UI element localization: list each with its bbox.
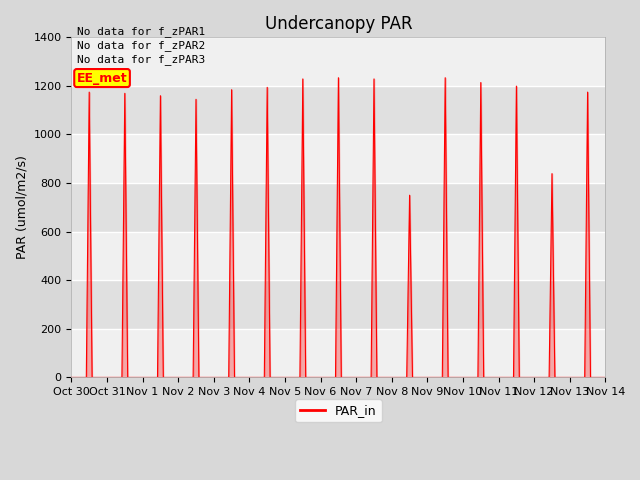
Text: No data for f_zPAR1: No data for f_zPAR1	[77, 25, 205, 36]
Title: Undercanopy PAR: Undercanopy PAR	[264, 15, 412, 33]
Bar	[72, 183, 605, 232]
Bar	[72, 329, 605, 377]
Bar	[72, 134, 605, 183]
Bar	[72, 37, 605, 86]
Y-axis label: PAR (umol/m2/s): PAR (umol/m2/s)	[15, 156, 28, 259]
Legend: PAR_in: PAR_in	[295, 399, 381, 422]
Bar	[72, 232, 605, 280]
Text: EE_met: EE_met	[77, 72, 127, 84]
Text: No data for f_zPAR2: No data for f_zPAR2	[77, 40, 205, 51]
Bar	[72, 280, 605, 329]
Text: No data for f_zPAR3: No data for f_zPAR3	[77, 54, 205, 65]
Bar	[72, 86, 605, 134]
